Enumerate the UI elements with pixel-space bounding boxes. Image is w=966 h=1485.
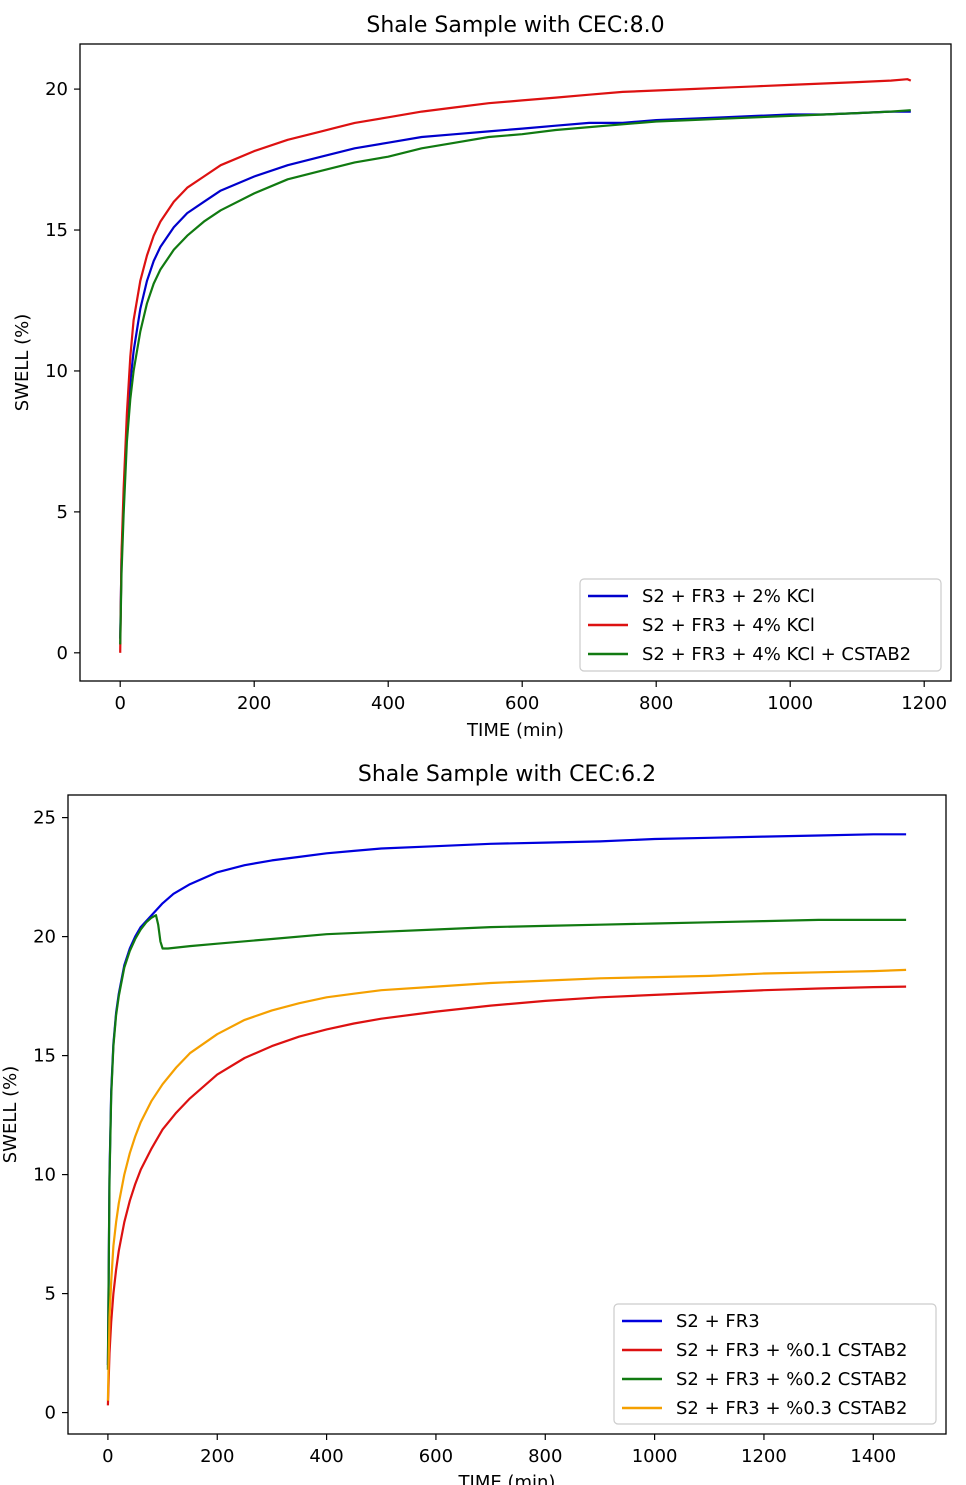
x-tick-label: 800 [528,1446,562,1467]
x-tick-label: 600 [419,1446,453,1467]
plot-frame [79,43,952,682]
chart-panel-1: Shale Sample with CEC:8.00 200 400 600 800 10… [12,13,952,741]
x-tick-label: 1200 [741,1446,787,1467]
legend-label: S2 + FR3 + %0.2 CSTAB2 [676,1369,907,1390]
legend-label: S2 + FR3 + %0.3 CSTAB2 [676,1398,907,1419]
x-tick-label: 600 [505,693,539,714]
y-tick-label: 0 [45,1403,56,1424]
y-tick-label: 5 [45,1284,56,1305]
series-line-3 [119,109,911,645]
series-line-1 [106,833,907,1366]
x-tick-label: 200 [200,1446,234,1467]
legend-label: S2 + FR3 + 4% KCl [642,615,815,636]
y-axis-label: SWELL (%) [0,1066,21,1164]
series-line-2 [106,985,907,1406]
x-tick-label: 200 [237,693,271,714]
x-tick-label: 400 [309,1446,343,1467]
series-line-3 [106,914,907,1370]
plot-frame [67,794,947,1435]
x-tick-label: 1200 [901,693,947,714]
y-tick-label: 15 [33,1046,56,1067]
chart-title: Shale Sample with CEC:6.2 [358,762,656,787]
legend: S2 + FR3 S2 + FR3 + %0.1 CSTAB2 S2 + FR3 +… [613,1303,937,1425]
x-tick-label: 800 [639,693,673,714]
x-tick-label: 400 [371,693,405,714]
y-tick-label: 10 [33,1165,56,1186]
series-line-2 [119,78,912,653]
chart-title: Shale Sample with CEC:8.0 [366,13,664,38]
legend-label: S2 + FR3 [676,1311,760,1332]
y-tick-label: 20 [45,79,68,100]
y-tick-label: 0 [57,643,68,664]
x-tick-label: 0 [114,693,125,714]
x-axis-label: TIME (min) [466,720,564,741]
x-tick-label: 1400 [850,1446,896,1467]
y-tick-label: 25 [33,808,56,829]
series-line-4 [106,968,907,1401]
y-tick-label: 10 [45,361,68,382]
legend-box [579,578,942,672]
y-tick-label: 20 [33,927,56,948]
series-line-1 [119,110,911,639]
x-axis-label: TIME (min) [458,1472,556,1485]
y-tick-label: 5 [57,502,68,523]
legend-label: S2 + FR3 + 4% KCl + CSTAB2 [642,644,911,665]
x-tick-label: 1000 [767,693,813,714]
chart-panel-2: Shale Sample with CEC:6.20 200 400 600 800 10… [0,762,947,1485]
legend: S2 + FR3 + 2% KCl S2 + FR3 + 4% KCl S2 + F… [579,578,942,672]
legend-label: S2 + FR3 + 2% KCl [642,586,815,607]
y-tick-label: 15 [45,220,68,241]
x-tick-label: 1000 [632,1446,678,1467]
y-axis-label: SWELL (%) [12,314,33,412]
legend-label: S2 + FR3 + %0.1 CSTAB2 [676,1340,907,1361]
x-tick-label: 0 [102,1446,113,1467]
legend-box [613,1303,937,1425]
